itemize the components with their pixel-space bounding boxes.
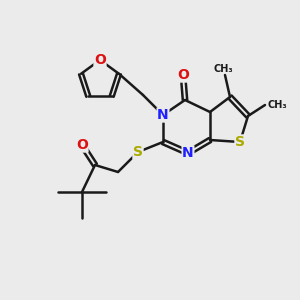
Text: CH₃: CH₃ <box>268 100 288 110</box>
Text: S: S <box>235 135 245 149</box>
Text: O: O <box>76 138 88 152</box>
Text: N: N <box>182 146 194 160</box>
Text: O: O <box>94 53 106 67</box>
Text: S: S <box>133 145 143 159</box>
Text: O: O <box>177 68 189 82</box>
Text: CH₃: CH₃ <box>213 64 233 74</box>
Text: N: N <box>157 108 169 122</box>
